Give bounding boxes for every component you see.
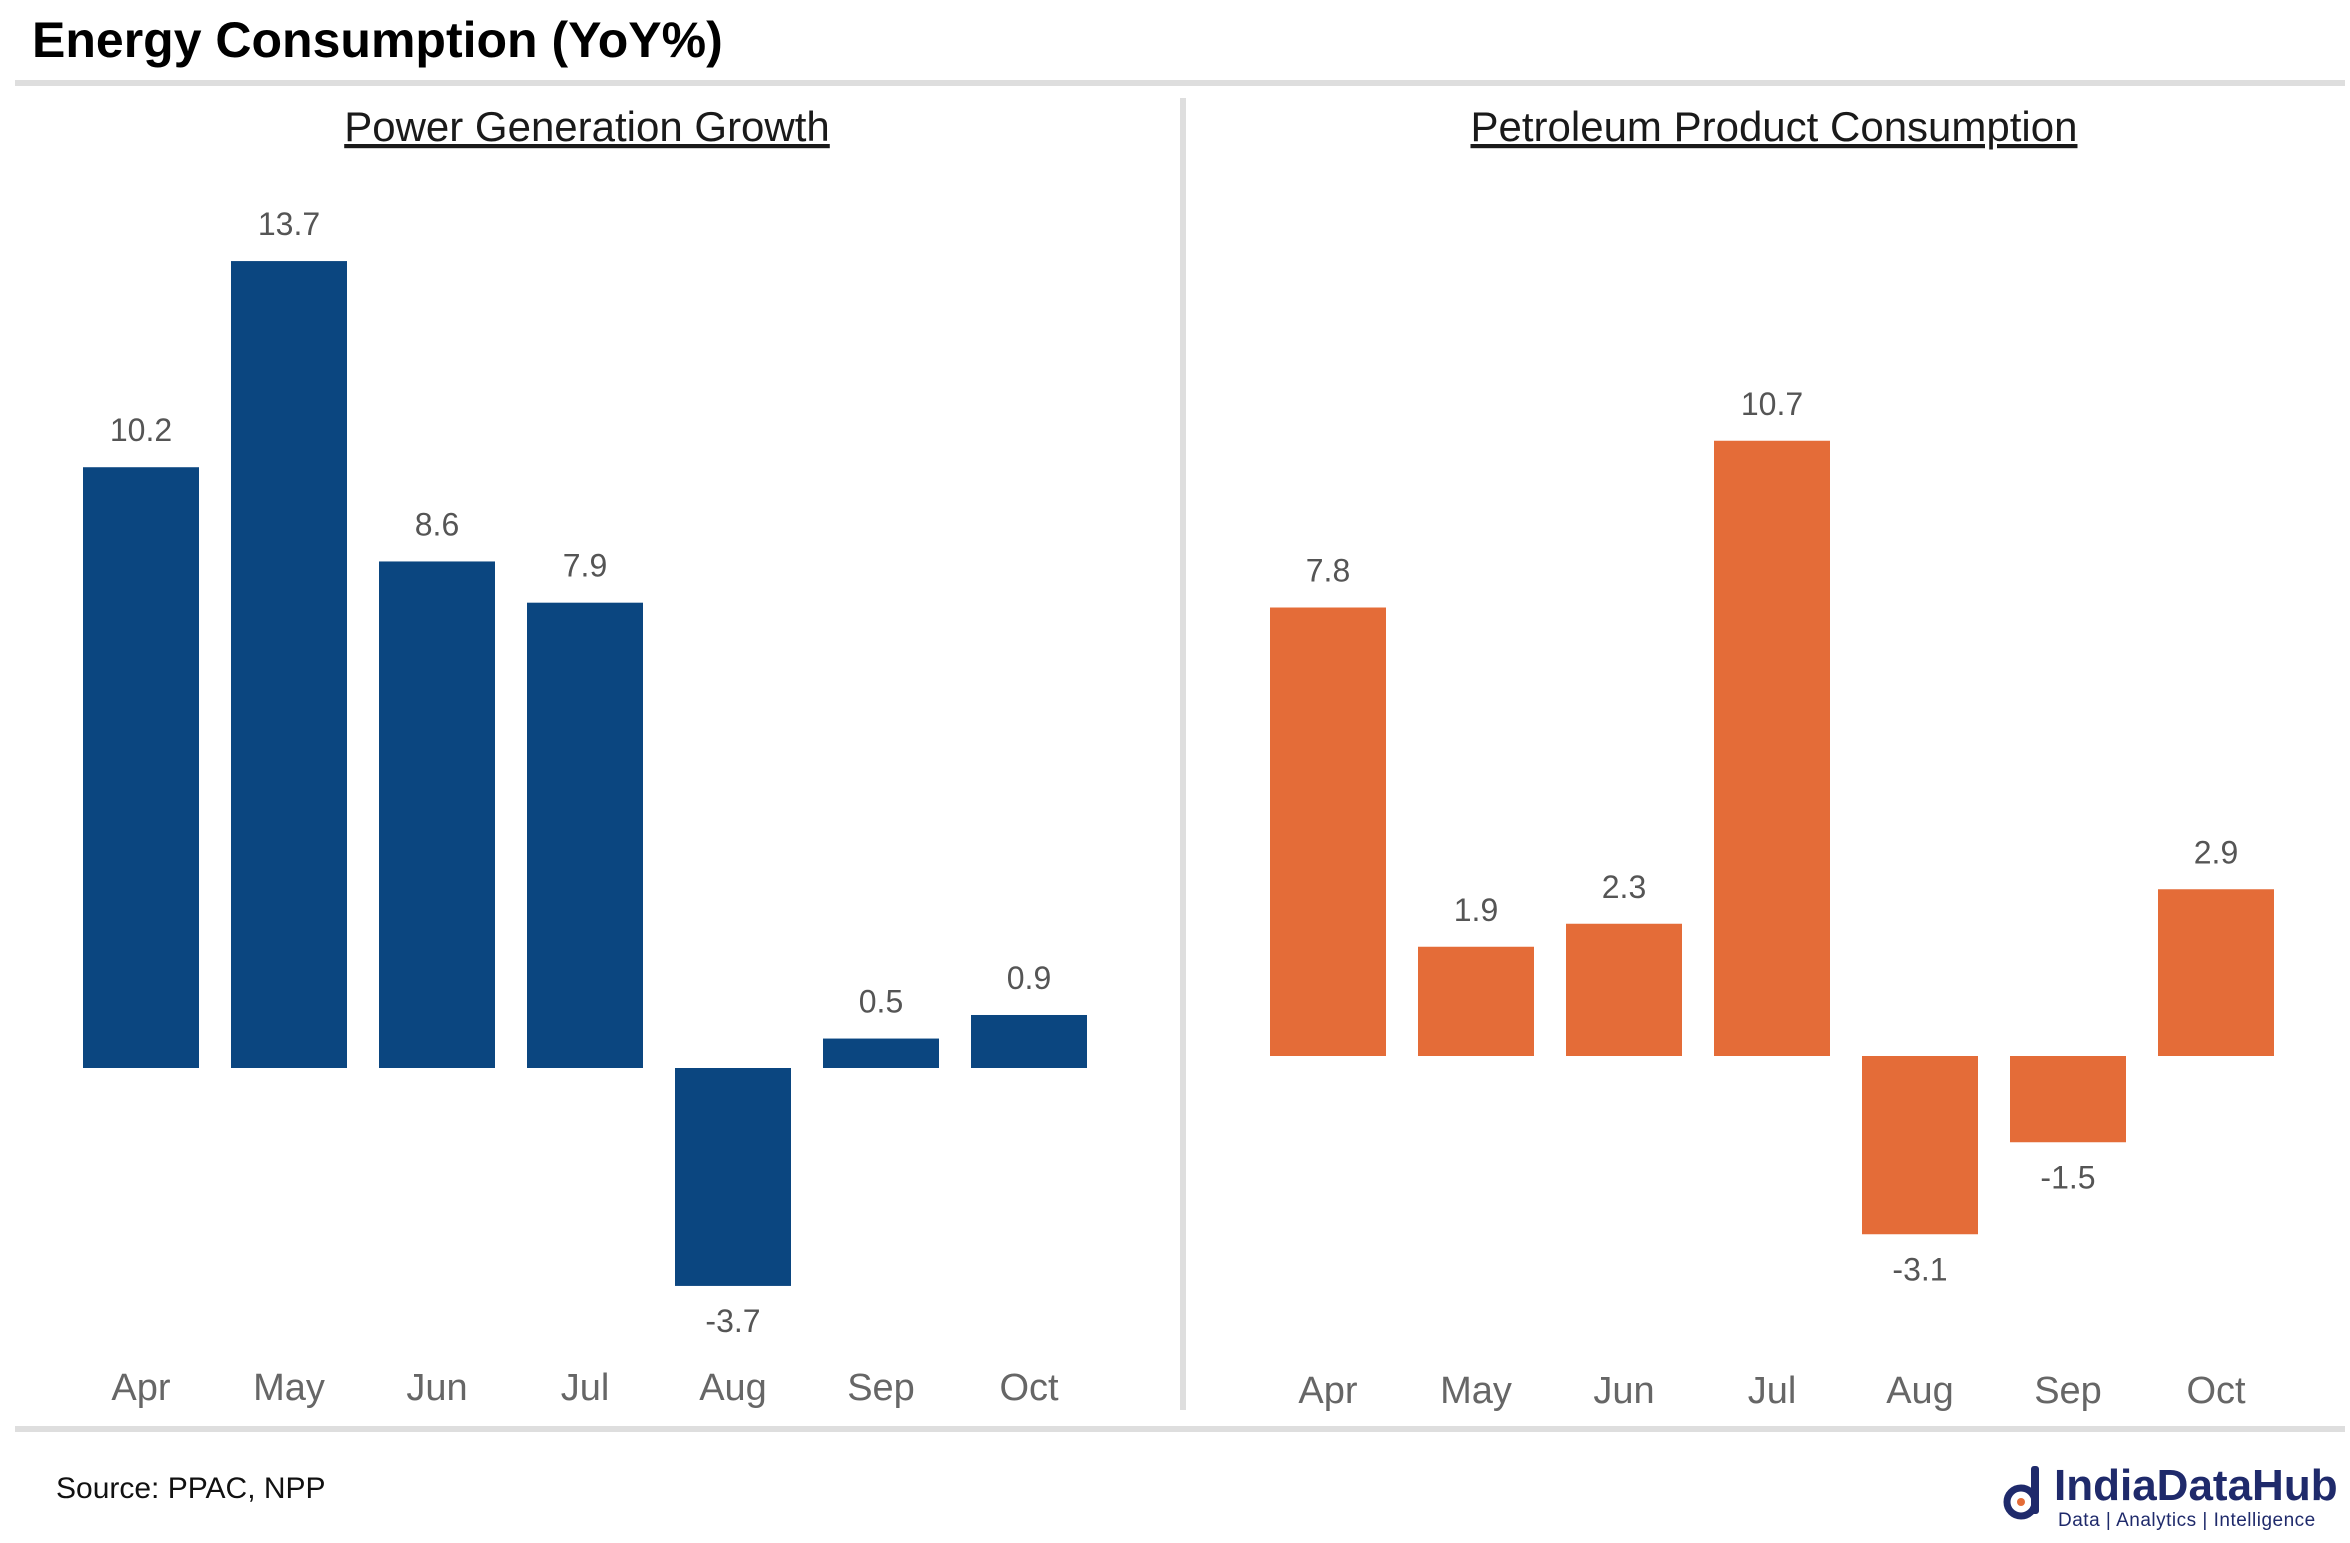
- power-tick-label-jul: Jul: [561, 1367, 610, 1409]
- power-bar-sep: [823, 1038, 939, 1068]
- petroleum-consumption-chart: Petroleum Product Consumption 7.8 Apr 1.9 Ma…: [1270, 103, 2274, 1412]
- power-value-label-aug: -3.7: [705, 1303, 760, 1339]
- petroleum-value-label-jul: 10.7: [1741, 386, 1803, 422]
- petroleum-bar-may: [1418, 946, 1534, 1056]
- power-tick-label-oct: Oct: [999, 1367, 1059, 1409]
- petroleum-value-label-apr: 7.8: [1306, 553, 1350, 589]
- power-value-label-oct: 0.9: [1007, 960, 1051, 996]
- power-bar-oct: [971, 1014, 1087, 1068]
- brand-mark-icon: [2003, 1466, 2039, 1520]
- power-tick-label-may: May: [253, 1367, 325, 1409]
- power-bar-jul: [527, 602, 643, 1068]
- brand-tagline: Data | Analytics | Intelligence: [2058, 1510, 2316, 1531]
- petroleum-bar-apr: [1270, 607, 1386, 1056]
- source-note: Source: PPAC, NPP: [56, 1472, 326, 1505]
- petroleum-bar-jun: [1566, 923, 1682, 1056]
- brand-name: IndiaDataHub: [2054, 1461, 2338, 1510]
- petroleum-tick-label-apr: Apr: [1298, 1370, 1357, 1412]
- power-value-label-jul: 7.9: [563, 548, 607, 584]
- petroleum-tick-label-jul: Jul: [1748, 1370, 1797, 1412]
- page-title: Energy Consumption (YoY%): [32, 12, 723, 68]
- petroleum-bar-oct: [2158, 889, 2274, 1056]
- footer-divider: [15, 1426, 2345, 1432]
- power-value-label-may: 13.7: [258, 206, 320, 242]
- power-tick-label-apr: Apr: [111, 1367, 170, 1409]
- title-divider: [15, 80, 2345, 86]
- petroleum-tick-label-oct: Oct: [2186, 1370, 2246, 1412]
- petroleum-tick-label-may: May: [1440, 1370, 1512, 1412]
- power-generation-chart: Power Generation Growth 10.2 Apr 13.7 May 8.6…: [83, 103, 1087, 1409]
- petroleum-bar-aug: [1862, 1056, 1978, 1235]
- petroleum-value-label-aug: -3.1: [1892, 1251, 1947, 1287]
- petroleum-value-label-sep: -1.5: [2040, 1159, 2095, 1195]
- power-value-label-apr: 10.2: [110, 412, 172, 448]
- petroleum-tick-label-aug: Aug: [1886, 1370, 1954, 1412]
- power-tick-label-jun: Jun: [406, 1367, 467, 1409]
- petroleum-value-label-jun: 2.3: [1602, 869, 1646, 905]
- power-bar-aug: [675, 1068, 791, 1286]
- petroleum-tick-label-sep: Sep: [2034, 1370, 2102, 1412]
- power-tick-label-aug: Aug: [699, 1367, 767, 1409]
- power-tick-label-sep: Sep: [847, 1367, 915, 1409]
- power-bar-may: [231, 261, 347, 1068]
- petroleum-value-label-oct: 2.9: [2194, 834, 2238, 870]
- power-bar-apr: [83, 467, 199, 1069]
- petroleum-tick-label-jun: Jun: [1593, 1370, 1654, 1412]
- panel-divider: [1180, 98, 1186, 1410]
- petroleum-chart-title: Petroleum Product Consumption: [1471, 103, 2078, 150]
- power-bar-jun: [379, 561, 495, 1068]
- power-value-label-jun: 8.6: [415, 506, 459, 542]
- brand-logo: IndiaDataHub Data | Analytics | Intellig…: [2002, 1461, 2342, 1534]
- petroleum-bar-sep: [2010, 1056, 2126, 1143]
- power-value-label-sep: 0.5: [859, 984, 903, 1020]
- petroleum-value-label-may: 1.9: [1454, 892, 1498, 928]
- petroleum-bar-jul: [1714, 440, 1830, 1056]
- power-chart-title: Power Generation Growth: [344, 103, 830, 150]
